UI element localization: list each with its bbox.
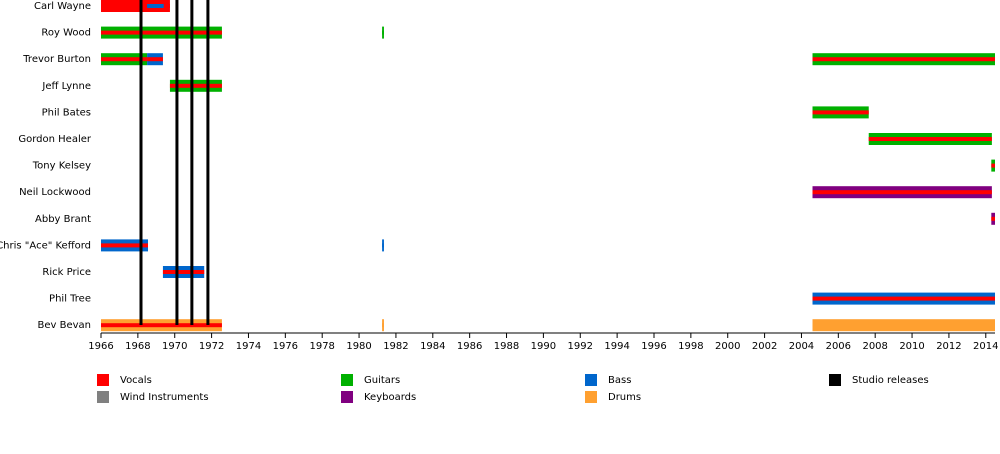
member-label: Phil Tree [49, 294, 91, 305]
member-label: Tony Kelsey [32, 161, 91, 172]
membership-inner [382, 243, 384, 248]
x-tick-label: 1996 [641, 341, 666, 352]
legend-swatch [585, 391, 597, 403]
legend-swatch [341, 374, 353, 386]
x-tick-label: 2012 [936, 341, 961, 352]
x-tick-label: 1986 [457, 341, 482, 352]
member-label: Rick Price [42, 267, 91, 278]
legend-swatch [97, 374, 109, 386]
x-tick-label: 1992 [568, 341, 593, 352]
x-tick-label: 1976 [273, 341, 298, 352]
x-tick-label: 1980 [346, 341, 371, 352]
x-tick-label: 2014 [973, 341, 998, 352]
x-tick-label: 2004 [789, 341, 814, 352]
x-tick-label: 1974 [236, 341, 261, 352]
x-tick-label: 1970 [162, 341, 187, 352]
membership-inner [147, 4, 164, 8]
member-label: Roy Wood [41, 28, 91, 39]
x-tick-label: 1998 [678, 341, 703, 352]
membership-inner [868, 137, 992, 141]
membership-inner [101, 4, 170, 8]
membership-inner [812, 190, 992, 195]
member-label: Gordon Healer [18, 134, 92, 145]
member-label: Phil Bates [42, 107, 91, 118]
x-tick-label: 1994 [604, 341, 629, 352]
member-label: Neil Lockwood [19, 187, 91, 198]
membership-inner [382, 323, 384, 328]
x-tick-label: 1988 [494, 341, 519, 352]
x-tick-label: 1968 [125, 341, 150, 352]
x-tick-label: 1982 [383, 341, 408, 352]
legend-label: Drums [608, 392, 641, 403]
membership-inner [169, 83, 222, 88]
membership-inner [812, 323, 995, 328]
membership-inner [101, 323, 222, 328]
membership-inner [147, 57, 163, 62]
x-tick-label: 2010 [899, 341, 924, 352]
membership-inner [162, 270, 205, 274]
legend-label: Wind Instruments [120, 392, 209, 403]
x-tick-label: 2002 [752, 341, 777, 352]
membership-inner [101, 30, 222, 35]
x-tick-label: 1978 [309, 341, 334, 352]
legend-swatch [829, 374, 841, 386]
member-label: Abby Brant [35, 214, 91, 225]
x-tick-label: 2006 [826, 341, 851, 352]
legend-label: Studio releases [852, 375, 929, 386]
legend-swatch [97, 391, 109, 403]
legend-swatch [585, 374, 597, 386]
member-label: Bev Bevan [37, 320, 91, 331]
x-tick-label: 1990 [531, 341, 556, 352]
membership-inner [382, 30, 384, 35]
member-label: Chris "Ace" Kefford [0, 240, 91, 251]
legend-label: Vocals [120, 375, 152, 386]
x-tick-label: 2000 [715, 341, 740, 352]
legend-swatch [341, 391, 353, 403]
membership-inner [991, 216, 995, 221]
member-label: Trevor Burton [22, 54, 91, 65]
legend-label: Guitars [364, 375, 400, 386]
membership-inner [812, 110, 869, 115]
legend-label: Keyboards [364, 392, 416, 403]
legend-label: Bass [608, 375, 631, 386]
member-label: Jeff Lynne [41, 81, 91, 92]
membership-inner [812, 296, 995, 301]
membership-inner [101, 243, 149, 248]
x-tick-label: 2008 [862, 341, 887, 352]
x-tick-label: 1984 [420, 341, 445, 352]
x-tick-label: 1966 [88, 341, 113, 352]
member-label: Carl Wayne [34, 1, 91, 12]
membership-inner [991, 163, 995, 168]
membership-inner [812, 57, 995, 62]
x-tick-label: 1972 [199, 341, 224, 352]
membership-inner [101, 57, 148, 62]
